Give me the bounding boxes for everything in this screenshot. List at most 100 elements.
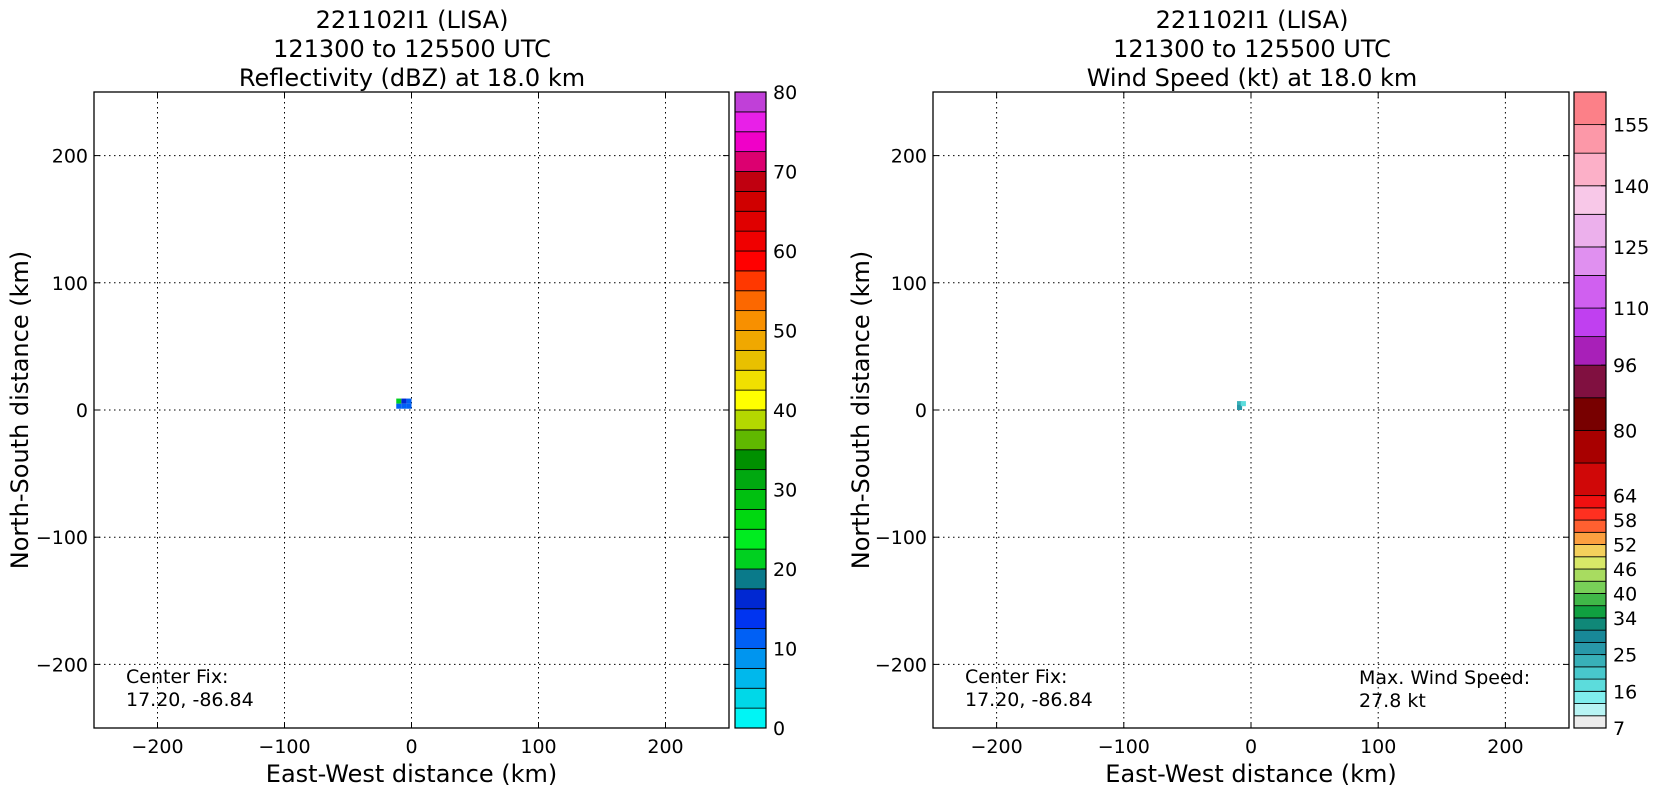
x-tick-label: 100 bbox=[520, 736, 556, 758]
colorbar-band bbox=[1573, 641, 1607, 656]
colorbar-tick-label: 10 bbox=[773, 639, 797, 661]
annotation-text: 17.20, -86.84 bbox=[126, 689, 254, 711]
colorbar-band bbox=[1573, 666, 1607, 680]
colorbar-band bbox=[734, 628, 767, 649]
colorbar-tick-label: 34 bbox=[1613, 608, 1637, 630]
colorbar-band bbox=[734, 330, 767, 351]
colorbar-band bbox=[734, 210, 767, 232]
colorbar-tick-label: 0 bbox=[773, 718, 785, 740]
y-tick-label: 200 bbox=[52, 146, 88, 168]
colorbar-tick-label: 64 bbox=[1613, 486, 1637, 508]
data-cell bbox=[1240, 401, 1246, 407]
colorbar-band bbox=[1573, 307, 1607, 338]
colorbar-band bbox=[734, 687, 767, 709]
colorbar-tick-label: 110 bbox=[1613, 298, 1649, 320]
colorbar-band bbox=[734, 230, 767, 252]
colorbar-tick-label: 30 bbox=[773, 480, 797, 502]
colorbar-band bbox=[1573, 593, 1607, 607]
annotation-text: Max. Wind Speed: bbox=[1359, 667, 1530, 689]
colorbar-band bbox=[734, 588, 767, 610]
chart-title-line-2: 121300 to 125500 UTC bbox=[273, 35, 551, 63]
colorbar-band bbox=[1573, 246, 1607, 276]
colorbar-tick-label: 155 bbox=[1613, 115, 1649, 137]
colorbar-band bbox=[734, 707, 767, 729]
colorbar-band bbox=[734, 667, 767, 689]
colorbar-band bbox=[1573, 629, 1607, 643]
y-tick-label: 0 bbox=[76, 400, 88, 422]
y-tick-label: −200 bbox=[875, 654, 927, 676]
y-tick-label: −100 bbox=[36, 527, 88, 549]
colorbar-tick-label: 40 bbox=[1613, 583, 1637, 605]
colorbar-band bbox=[734, 489, 767, 510]
chart-title-line-1: 221102I1 (LISA) bbox=[316, 6, 509, 34]
colorbar-band bbox=[1573, 91, 1607, 126]
colorbar-tick-label: 80 bbox=[773, 82, 797, 104]
colorbar-band bbox=[734, 171, 767, 192]
colorbar-band bbox=[734, 270, 767, 292]
annotation-text: 17.20, -86.84 bbox=[965, 689, 1093, 711]
colorbar-band bbox=[1573, 690, 1607, 704]
chart-title-line-1: 221102I1 (LISA) bbox=[1156, 6, 1349, 34]
x-tick-label: −100 bbox=[258, 736, 310, 758]
y-tick-label: 100 bbox=[52, 273, 88, 295]
colorbar-band bbox=[1573, 580, 1607, 594]
data-cell bbox=[406, 403, 412, 409]
colorbar-band bbox=[734, 449, 767, 471]
colorbar-tick-label: 40 bbox=[773, 400, 797, 422]
colorbar-band bbox=[1573, 495, 1607, 509]
colorbar-tick-label: 16 bbox=[1613, 681, 1637, 703]
x-tick-label: 0 bbox=[405, 736, 417, 758]
colorbar-band bbox=[1573, 275, 1607, 309]
y-tick-label: 0 bbox=[915, 400, 927, 422]
colorbar-band bbox=[734, 250, 767, 272]
colorbar-band bbox=[734, 190, 767, 212]
colorbar-band bbox=[734, 131, 767, 153]
colorbar-band bbox=[734, 349, 767, 371]
chart-title-line-3: Wind Speed (kt) at 18.0 km bbox=[1087, 64, 1418, 92]
chart-panel-1: 221102I1 (LISA)121300 to 125500 UTCRefle… bbox=[6, 6, 797, 787]
data-cell bbox=[1237, 401, 1243, 407]
x-axis-label: East-West distance (km) bbox=[1105, 760, 1396, 787]
colorbar-band bbox=[734, 548, 767, 570]
x-tick-label: 0 bbox=[1245, 736, 1257, 758]
colorbar-tick-label: 70 bbox=[773, 162, 797, 184]
colorbar-band bbox=[1573, 124, 1607, 154]
colorbar-band bbox=[1573, 519, 1607, 533]
colorbar-band bbox=[1573, 364, 1607, 399]
colorbar-band bbox=[1573, 336, 1607, 366]
colorbar-band bbox=[1573, 185, 1607, 215]
x-axis-label: East-West distance (km) bbox=[266, 760, 557, 787]
y-axis-label: North-South distance (km) bbox=[6, 251, 34, 570]
x-tick-label: −200 bbox=[131, 736, 183, 758]
x-tick-label: 200 bbox=[1487, 736, 1523, 758]
colorbar-band bbox=[734, 608, 767, 630]
x-tick-label: 200 bbox=[647, 736, 683, 758]
colorbar-band bbox=[1573, 678, 1607, 692]
colorbar-tick-label: 7 bbox=[1613, 718, 1625, 740]
colorbar-tick-label: 60 bbox=[773, 241, 797, 263]
y-tick-label: 200 bbox=[891, 146, 927, 168]
annotation-text: Center Fix: bbox=[965, 666, 1067, 688]
colorbar-band bbox=[1573, 568, 1607, 582]
colorbar-tick-label: 52 bbox=[1613, 535, 1637, 557]
colorbar-tick-label: 50 bbox=[773, 321, 797, 343]
colorbar-band bbox=[734, 111, 767, 133]
colorbar-tick-label: 80 bbox=[1613, 420, 1637, 442]
colorbar-band bbox=[734, 389, 767, 411]
x-tick-label: −200 bbox=[971, 736, 1023, 758]
colorbar-tick-label: 125 bbox=[1613, 237, 1649, 259]
colorbar-band bbox=[1573, 462, 1607, 497]
colorbar-band bbox=[1573, 397, 1607, 431]
colorbar-band bbox=[734, 568, 767, 590]
chart-title-line-2: 121300 to 125500 UTC bbox=[1113, 35, 1391, 63]
colorbar-band bbox=[1573, 703, 1607, 717]
data-cell bbox=[401, 403, 407, 409]
colorbar-band bbox=[1573, 617, 1607, 631]
y-tick-label: −100 bbox=[875, 527, 927, 549]
annotation-text: 27.8 kt bbox=[1359, 690, 1426, 712]
colorbar-band bbox=[1573, 213, 1607, 248]
colorbar-band bbox=[734, 369, 767, 391]
colorbar-band bbox=[734, 508, 767, 530]
colorbar-band bbox=[1573, 654, 1607, 668]
colorbar-band bbox=[734, 429, 767, 451]
